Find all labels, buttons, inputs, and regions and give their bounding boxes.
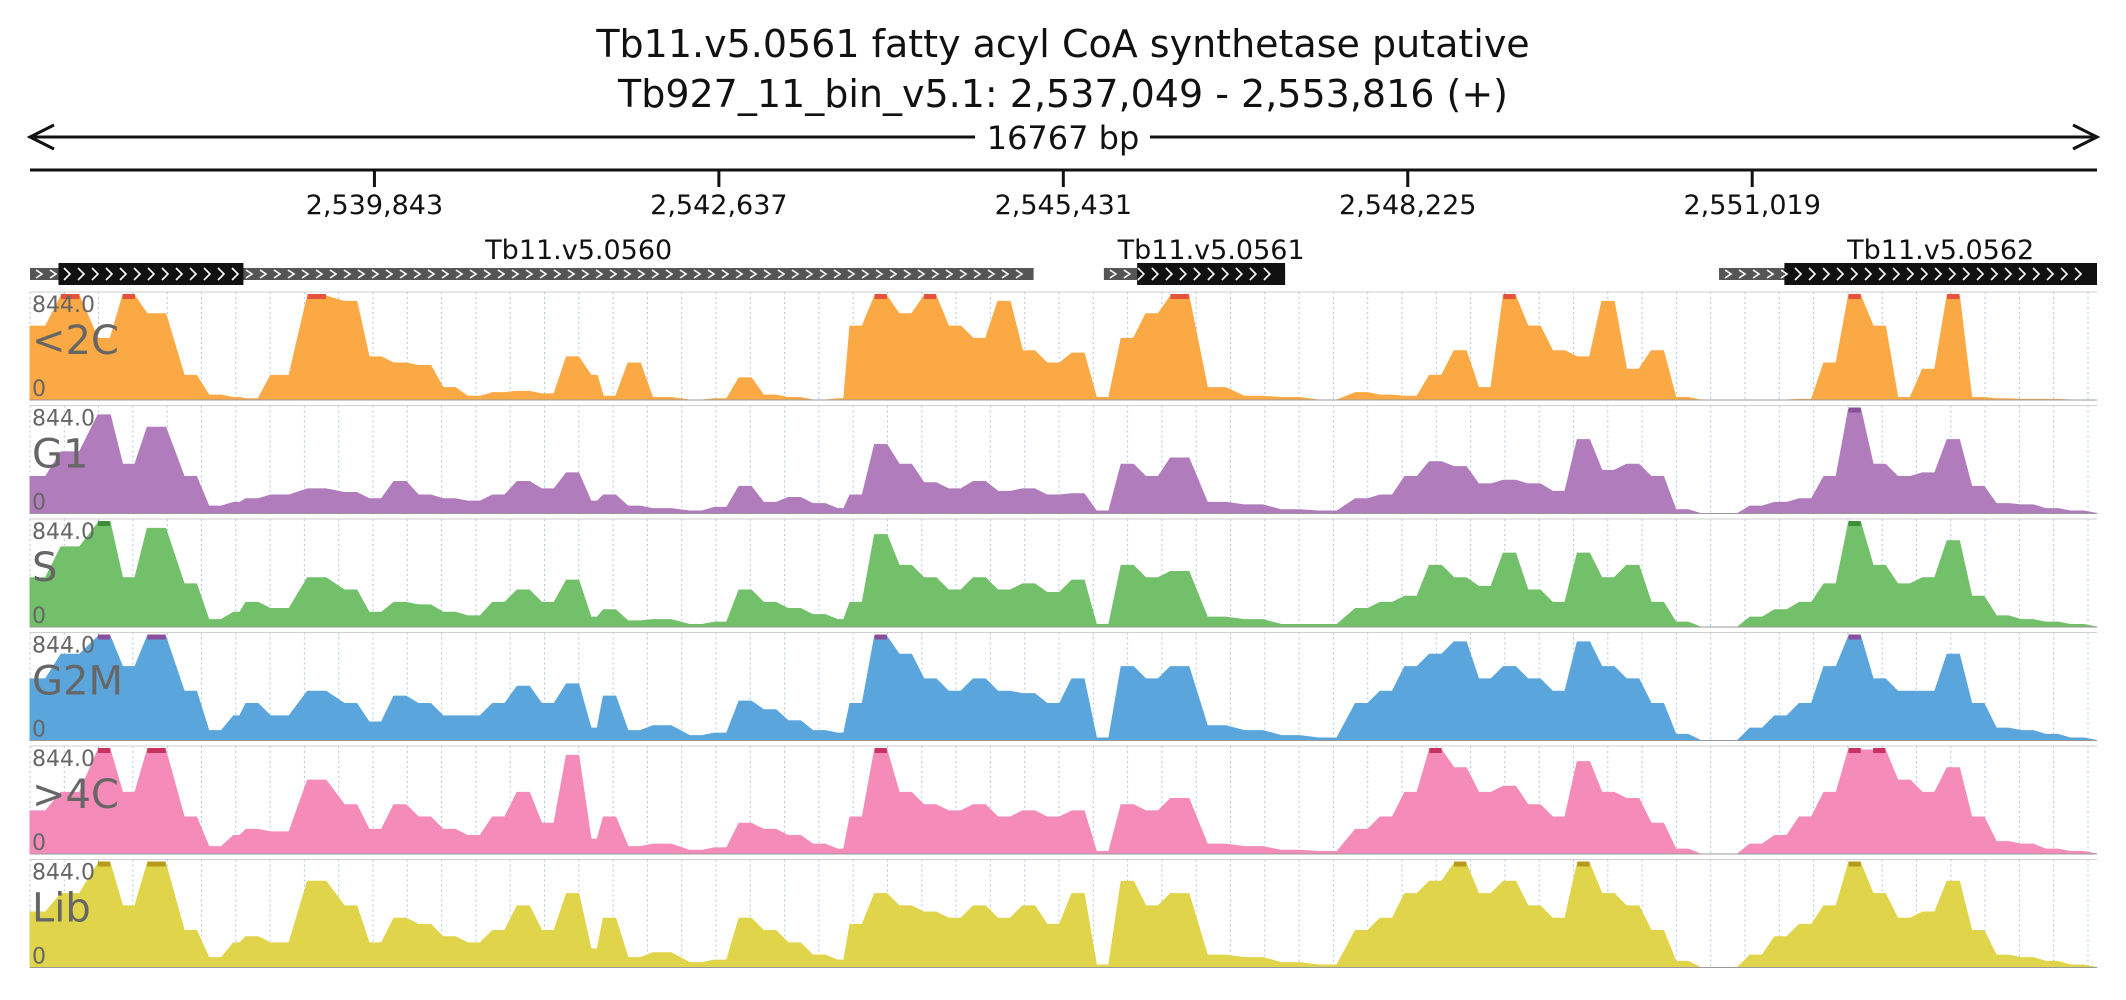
clipped-peak-marker	[147, 748, 166, 753]
clipped-peak-marker	[1503, 294, 1516, 299]
x-tick-label: 2,539,843	[306, 190, 443, 221]
track-2: 844.0 0 G1	[29, 405, 2098, 516]
clipped-peak-marker	[60, 294, 80, 299]
clipped-peak-marker	[307, 294, 326, 299]
x-tick-label: 2,542,637	[650, 190, 787, 221]
track-4: 844.0 0 G2M	[29, 632, 2098, 743]
clipped-peak-marker	[923, 294, 937, 299]
clipped-peak-marker	[1848, 521, 1861, 526]
coverage-area	[29, 295, 2097, 401]
y-min-label: 0	[32, 377, 46, 402]
clipped-peak-marker	[1848, 407, 1861, 413]
y-max-label: 844.0	[32, 861, 95, 886]
track-6: 844.0 0 Lib	[29, 859, 2098, 970]
clipped-peak-marker	[1170, 294, 1189, 299]
clipped-peak-marker	[97, 521, 111, 526]
track-3: 844.0 0 S	[29, 518, 2098, 629]
strand-arrows-icon	[1109, 267, 1272, 281]
clipped-peak-marker	[1848, 861, 1861, 867]
clipped-peak-marker	[874, 748, 887, 753]
track-5: 844.0 0 >4C	[29, 745, 2098, 856]
gene-model: Tb11.v5.0560	[30, 235, 1034, 285]
x-tick-label: 2,545,431	[995, 190, 1132, 221]
clipped-peak-marker	[1848, 748, 1861, 753]
chart-title: Tb11.v5.0561 fatty acyl CoA synthetase p…	[596, 22, 1530, 66]
span-label: 16767 bp	[987, 119, 1140, 157]
y-max-label: 844.0	[32, 293, 95, 318]
track-name: <2C	[32, 318, 119, 364]
clipped-peak-marker	[97, 634, 111, 640]
y-min-label: 0	[32, 604, 46, 629]
gene-cds	[1137, 263, 1286, 285]
clipped-peak-marker	[1848, 634, 1861, 640]
y-min-label: 0	[32, 491, 46, 516]
clipped-peak-marker	[874, 294, 887, 299]
coverage-area	[29, 863, 2098, 968]
track-name: Lib	[32, 886, 91, 932]
y-max-label: 844.0	[32, 747, 95, 772]
span-arrow-right-icon	[2072, 123, 2101, 151]
clipped-peak-marker	[147, 861, 166, 867]
track-1: 844.0 0 <2C	[29, 291, 2097, 402]
track-name: G1	[32, 432, 88, 478]
y-max-label: 844.0	[32, 520, 95, 545]
x-tick-label: 2,548,225	[1339, 190, 1476, 221]
span-arrow-left-icon	[26, 123, 55, 151]
clipped-peak-marker	[97, 748, 111, 753]
strand-arrows-icon	[1724, 267, 2083, 281]
gene-label: Tb11.v5.0560	[484, 235, 672, 266]
clipped-peak-marker	[1577, 861, 1590, 867]
clipped-peak-marker	[1429, 748, 1442, 753]
track-name: G2M	[32, 659, 123, 705]
clipped-peak-marker	[1453, 861, 1467, 867]
coverage-area	[29, 749, 2098, 855]
clipped-peak-marker	[874, 634, 887, 640]
clipped-peak-marker	[147, 634, 166, 640]
gene-label: Tb11.v5.0561	[1117, 235, 1305, 266]
gene-cds	[58, 263, 244, 285]
y-min-label: 0	[32, 718, 46, 743]
clipped-peak-marker	[97, 861, 111, 867]
coverage-area	[29, 409, 2098, 514]
coverage-area	[29, 522, 2098, 628]
track-name: >4C	[32, 772, 119, 818]
clipped-peak-marker	[1873, 748, 1886, 753]
gene-label: Tb11.v5.0562	[1846, 235, 2034, 266]
clipped-peak-marker	[122, 294, 135, 299]
chart-subtitle: Tb927_11_bin_v5.1: 2,537,049 - 2,553,816…	[617, 72, 1508, 116]
y-max-label: 844.0	[32, 407, 95, 432]
coverage-area	[29, 636, 2098, 741]
clipped-peak-marker	[1848, 294, 1861, 299]
clipped-peak-marker	[1947, 294, 1960, 299]
y-min-label: 0	[32, 945, 46, 970]
y-max-label: 844.0	[32, 634, 95, 659]
strand-arrows-icon	[35, 267, 1024, 281]
gene-model: Tb11.v5.0561	[1103, 235, 1305, 285]
y-min-label: 0	[32, 831, 46, 856]
gene-model: Tb11.v5.0562	[1719, 235, 2097, 285]
track-name: S	[32, 545, 57, 591]
x-tick-label: 2,551,019	[1683, 190, 1820, 221]
